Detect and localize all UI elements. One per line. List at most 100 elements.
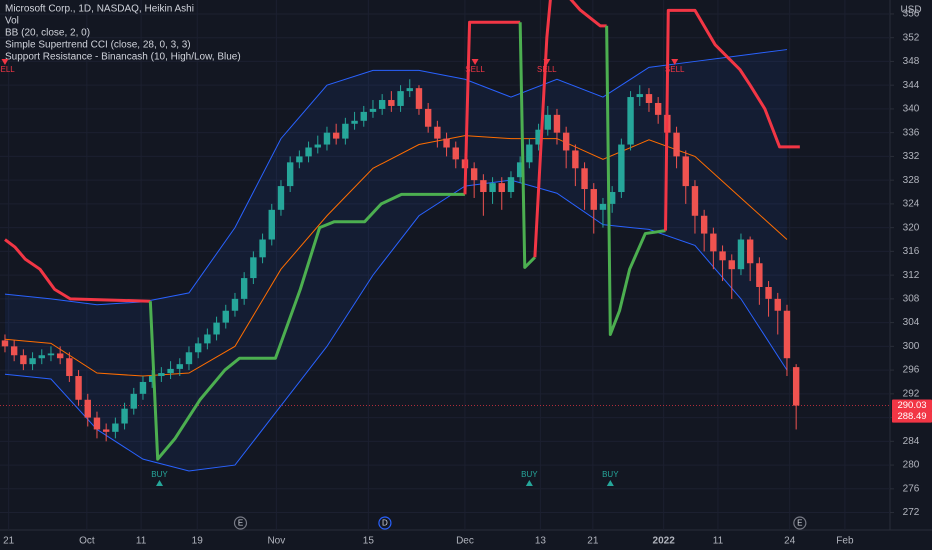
supertrend-line bbox=[148, 192, 465, 461]
bollinger-upper bbox=[4, 49, 788, 306]
event-marker bbox=[378, 516, 392, 530]
x-tick-label: Dec bbox=[456, 536, 474, 547]
x-tick-label: Feb bbox=[836, 536, 854, 547]
candle-body bbox=[222, 310, 229, 323]
candle-body bbox=[75, 376, 82, 400]
candle-body bbox=[342, 123, 349, 139]
candle-body bbox=[176, 364, 183, 369]
y-tick-label: 332 bbox=[903, 151, 920, 162]
y-tick-label: 348 bbox=[903, 56, 920, 67]
indicator-label: Simple Supertrend CCI (close, 28, 0, 3, … bbox=[5, 40, 191, 51]
y-tick-label: 340 bbox=[903, 104, 920, 115]
price-tag bbox=[892, 399, 932, 412]
y-tick-label: 356 bbox=[903, 9, 920, 20]
candle-body bbox=[498, 183, 505, 193]
x-tick-label: Oct bbox=[79, 536, 95, 547]
candle-body bbox=[112, 423, 119, 432]
x-tick-label: 21 bbox=[587, 536, 599, 547]
signal-label: BUY bbox=[151, 470, 168, 479]
candle-body bbox=[470, 168, 478, 181]
event-marker bbox=[793, 516, 807, 530]
supertrend-line bbox=[533, 0, 607, 258]
candle-body bbox=[746, 239, 754, 264]
y-tick-label: 272 bbox=[903, 507, 920, 518]
signal-label: SELL bbox=[537, 65, 557, 74]
signal-arrow bbox=[1, 59, 9, 65]
candle-body bbox=[10, 346, 18, 356]
candle-body bbox=[406, 88, 413, 92]
candle-body bbox=[139, 381, 147, 394]
signal-arrow bbox=[471, 59, 479, 65]
y-tick-label: 352 bbox=[903, 32, 920, 43]
x-tick-label: 11 bbox=[713, 536, 724, 547]
candle-body bbox=[544, 114, 551, 130]
y-tick-label: 336 bbox=[903, 127, 920, 138]
candle-body bbox=[38, 355, 45, 359]
x-tick-label: 11 bbox=[136, 536, 147, 547]
candle-body bbox=[102, 429, 110, 432]
price-tag bbox=[892, 410, 932, 423]
chart-title: Microsoft Corp., 1D, NASDAQ, Heikin Ashi bbox=[5, 4, 194, 15]
grid bbox=[0, 0, 890, 530]
candle-body bbox=[719, 251, 726, 261]
candle-body bbox=[691, 186, 699, 216]
candle-body bbox=[673, 132, 680, 157]
candle-body bbox=[20, 355, 27, 365]
supertrend-line bbox=[664, 8, 800, 231]
candle-body bbox=[618, 144, 625, 193]
x-tick-label: 2022 bbox=[653, 536, 676, 547]
price-tag-label: 288.49 bbox=[897, 411, 926, 422]
candle-body bbox=[737, 239, 745, 270]
candle-body bbox=[360, 111, 367, 121]
candle-body bbox=[296, 156, 303, 163]
y-tick-label: 320 bbox=[903, 222, 920, 233]
candle-body bbox=[443, 138, 450, 148]
candle-body bbox=[121, 408, 128, 424]
candle-body bbox=[434, 126, 441, 139]
signal-arrow bbox=[156, 480, 164, 486]
y-tick-label: 284 bbox=[903, 436, 920, 447]
candle-body bbox=[323, 132, 331, 145]
y-tick-label: 296 bbox=[903, 365, 920, 376]
supertrend-line bbox=[518, 22, 536, 269]
y-tick-label: 280 bbox=[903, 460, 920, 471]
indicator-label: Vol bbox=[5, 16, 19, 27]
candle-body bbox=[562, 132, 570, 151]
y-tick-label: 276 bbox=[903, 483, 920, 494]
indicator-label: Support Resistance - Binancash (10, High… bbox=[5, 52, 241, 63]
candle-body bbox=[654, 102, 662, 115]
y-tick-label: 344 bbox=[903, 80, 920, 91]
candle-body bbox=[185, 352, 193, 365]
x-tick-label: 21 bbox=[3, 536, 15, 547]
candle-body bbox=[194, 343, 202, 353]
y-tick-label: 316 bbox=[903, 246, 920, 257]
candle-body bbox=[728, 260, 735, 270]
y-tick-label: 300 bbox=[903, 341, 920, 352]
candle-body bbox=[682, 156, 689, 187]
candle-body bbox=[397, 91, 404, 106]
candle-body bbox=[526, 144, 533, 163]
candle-body bbox=[204, 334, 211, 344]
signal-arrow bbox=[525, 480, 533, 486]
candle-body bbox=[765, 286, 772, 299]
price-tag-label: 290.03 bbox=[897, 400, 926, 411]
candle-body bbox=[553, 114, 561, 133]
y-tick-label: 304 bbox=[903, 317, 920, 328]
y-tick-label: 292 bbox=[903, 388, 920, 399]
y-tick-label: 328 bbox=[903, 175, 920, 186]
axes: 2722762802842882922963003043083123163203… bbox=[3, 9, 932, 547]
currency: USD bbox=[900, 5, 921, 16]
candle-body bbox=[572, 150, 579, 169]
candle-body bbox=[93, 417, 101, 430]
candle-body bbox=[792, 367, 800, 406]
candle-body bbox=[259, 239, 266, 258]
signal-arrow bbox=[543, 59, 551, 65]
candle-body bbox=[29, 358, 36, 365]
candle-body bbox=[167, 368, 174, 374]
candle-body bbox=[240, 278, 248, 299]
signal-label: BUY bbox=[602, 470, 619, 479]
candle-body bbox=[286, 162, 294, 187]
x-tick-label: Nov bbox=[267, 536, 285, 547]
y-tick-label: 308 bbox=[903, 294, 920, 305]
